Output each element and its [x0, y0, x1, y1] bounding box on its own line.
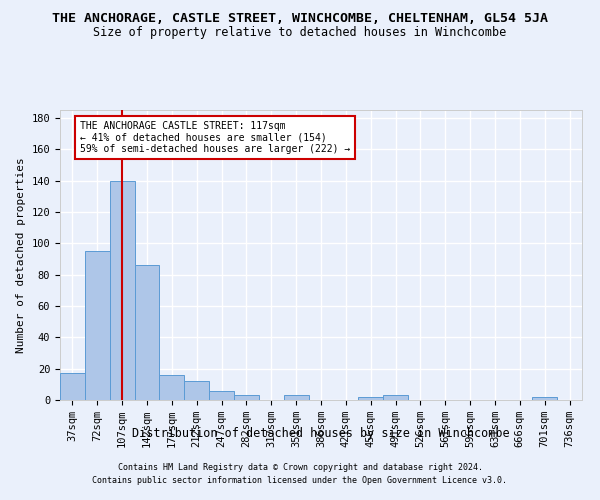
- Bar: [160, 375, 184, 400]
- Text: Contains HM Land Registry data © Crown copyright and database right 2024.: Contains HM Land Registry data © Crown c…: [118, 464, 482, 472]
- Text: Distribution of detached houses by size in Winchcombe: Distribution of detached houses by size …: [132, 428, 510, 440]
- Bar: [60, 374, 85, 400]
- Text: Contains public sector information licensed under the Open Government Licence v3: Contains public sector information licen…: [92, 476, 508, 485]
- Bar: [85, 251, 110, 400]
- Bar: [284, 396, 308, 400]
- Text: THE ANCHORAGE, CASTLE STREET, WINCHCOMBE, CHELTENHAM, GL54 5JA: THE ANCHORAGE, CASTLE STREET, WINCHCOMBE…: [52, 12, 548, 26]
- Bar: [184, 381, 209, 400]
- Bar: [358, 397, 383, 400]
- Bar: [234, 396, 259, 400]
- Text: THE ANCHORAGE CASTLE STREET: 117sqm
← 41% of detached houses are smaller (154)
5: THE ANCHORAGE CASTLE STREET: 117sqm ← 41…: [80, 121, 350, 154]
- Text: Size of property relative to detached houses in Winchcombe: Size of property relative to detached ho…: [94, 26, 506, 39]
- Bar: [134, 265, 160, 400]
- Bar: [532, 397, 557, 400]
- Bar: [209, 390, 234, 400]
- Y-axis label: Number of detached properties: Number of detached properties: [16, 157, 26, 353]
- Bar: [110, 180, 134, 400]
- Bar: [383, 396, 408, 400]
